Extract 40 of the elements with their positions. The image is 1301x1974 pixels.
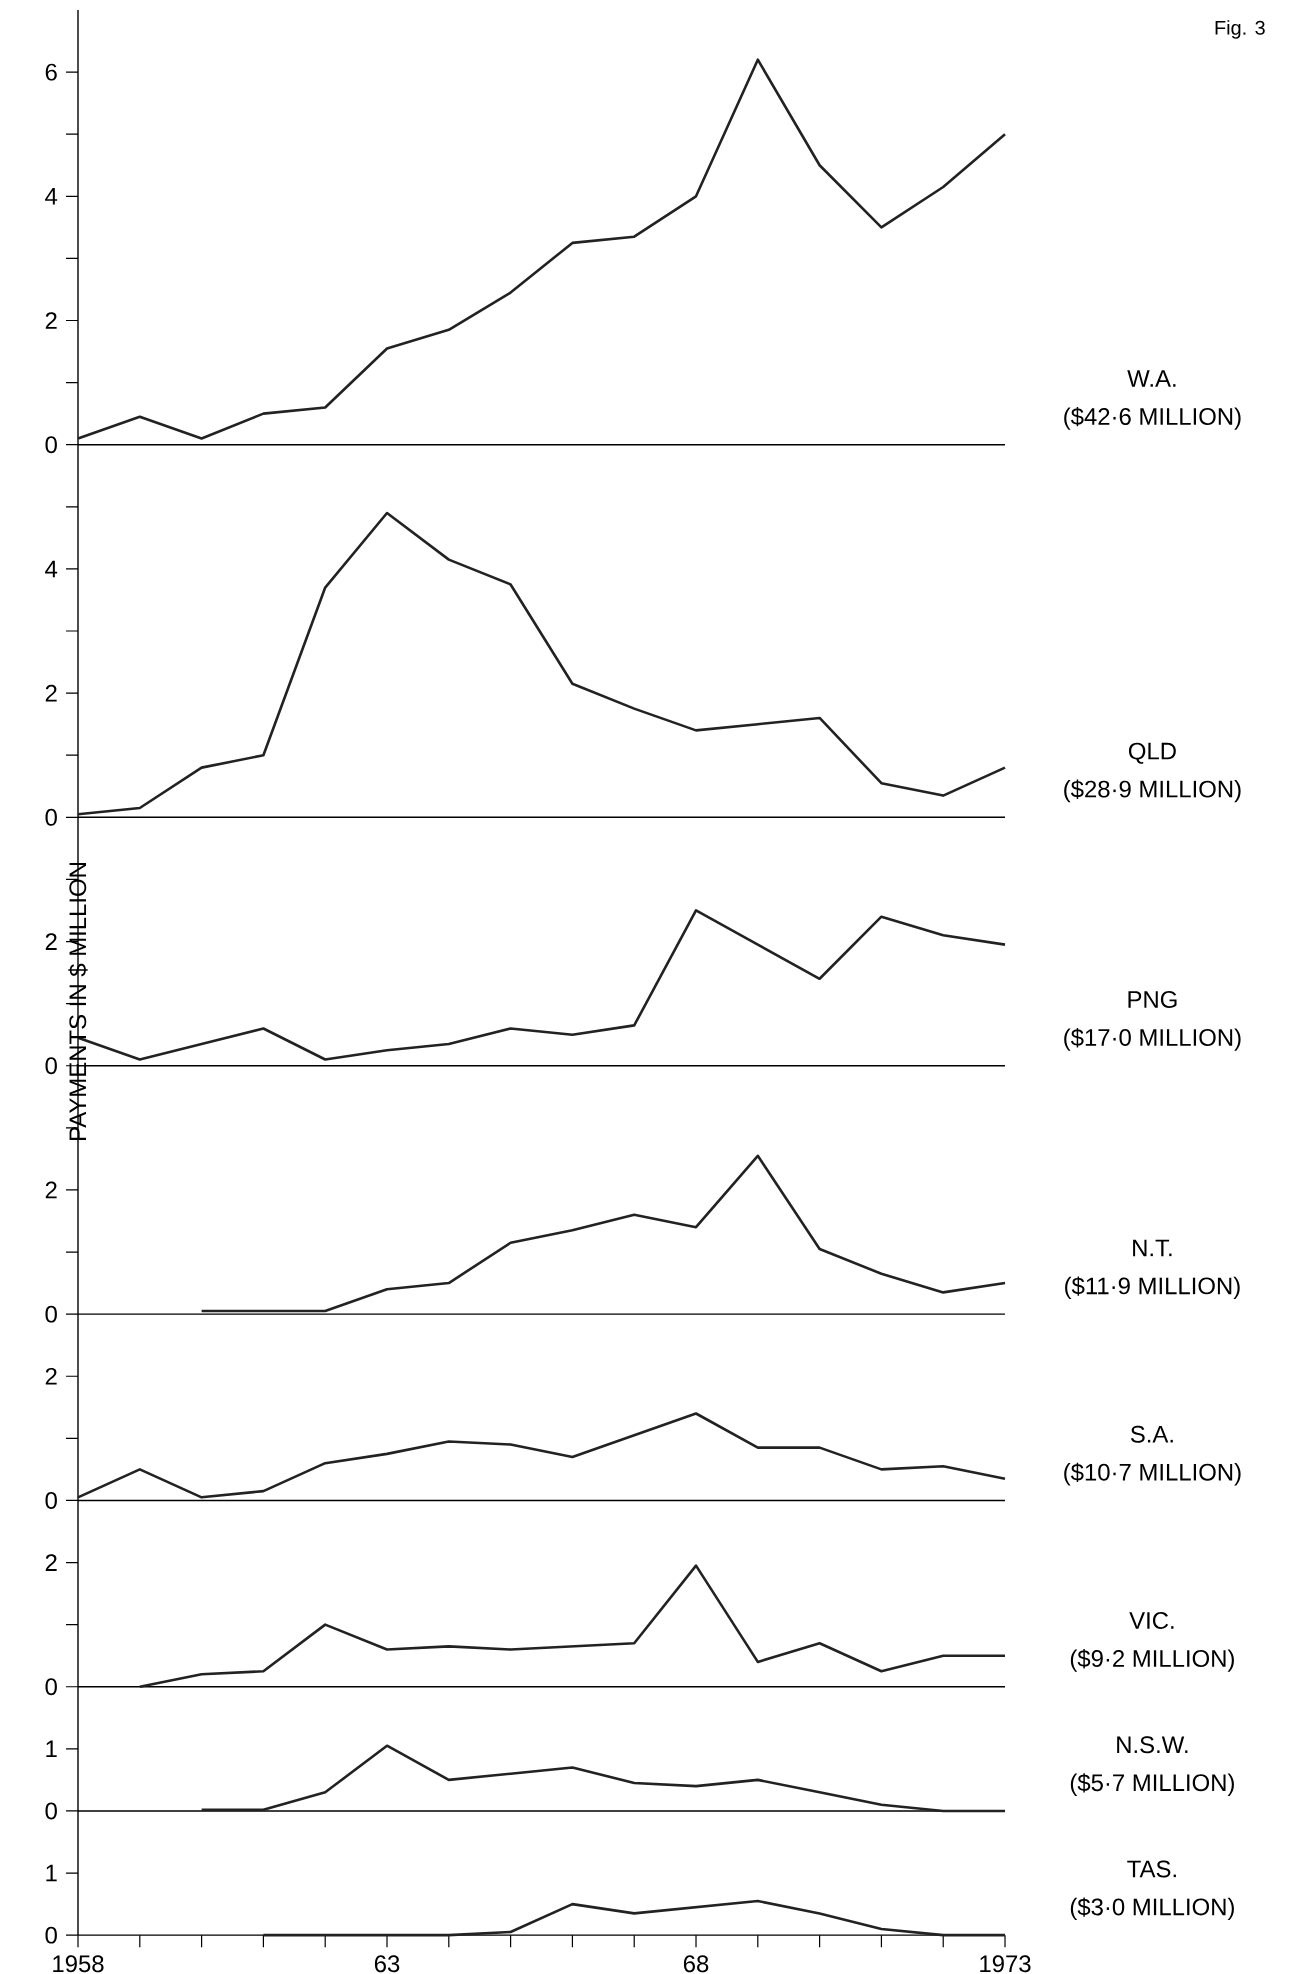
text: VIC. (1129, 1612, 1174, 1629)
y-tick-label: 0 (45, 1802, 57, 1820)
text: ($5·7 MILLION) (1070, 1773, 1234, 1796)
y-tick-label: 4 (45, 188, 58, 205)
y-tick-label: 6 (45, 63, 57, 81)
x-tick-label: 1958 (53, 1955, 104, 1973)
y-tick-label: 1 (46, 1864, 57, 1882)
text: N.S.W. (1117, 1736, 1188, 1754)
y-tick-label: 0 (45, 1678, 57, 1696)
text: ($28·9 MILLION) (1064, 779, 1241, 803)
y-tick-label: 0 (45, 1057, 57, 1075)
text: TAS. (1127, 1860, 1176, 1878)
y-tick-label: 2 (45, 312, 57, 329)
text: ($42·6 MILLION) (1064, 407, 1241, 430)
caption: Fig. 3 (1215, 20, 1265, 39)
y-tick-label: 2 (45, 1367, 57, 1385)
text: S.A. (1130, 1425, 1173, 1443)
x-tick-label: 63 (374, 1955, 400, 1973)
text: W.A. (1127, 370, 1176, 387)
text: ($11·9 MILLION) (1065, 1276, 1240, 1300)
y-tick-label: 0 (45, 1305, 57, 1323)
y-tick-label: 2 (45, 1554, 57, 1571)
y-tick-label: 0 (45, 1926, 57, 1944)
text: ($10·7 MILLION) (1064, 1462, 1241, 1486)
y-tick-label: 2 (45, 684, 57, 702)
text: ($3·0 MILLION) (1070, 1897, 1234, 1921)
x-tick-label: 68 (683, 1955, 709, 1973)
text: N.T. (1133, 1239, 1172, 1257)
y-tick-label: 1 (46, 1740, 57, 1758)
y-tick-label: 0 (45, 436, 57, 454)
y-tick-label: 0 (45, 808, 57, 826)
y-tick-label: 2 (45, 1181, 57, 1199)
text: ($17·0 MILLION) (1064, 1028, 1241, 1051)
text: PNG (1128, 991, 1177, 1008)
y-tick-label: 4 (45, 560, 58, 578)
y-tick-label: 0 (45, 1491, 57, 1509)
x-tick-label: 1973 (980, 1955, 1031, 1973)
text: ($9·2 MILLION) (1070, 1649, 1234, 1672)
y-tick-label: 2 (45, 933, 57, 950)
text: QLD (1128, 742, 1176, 764)
